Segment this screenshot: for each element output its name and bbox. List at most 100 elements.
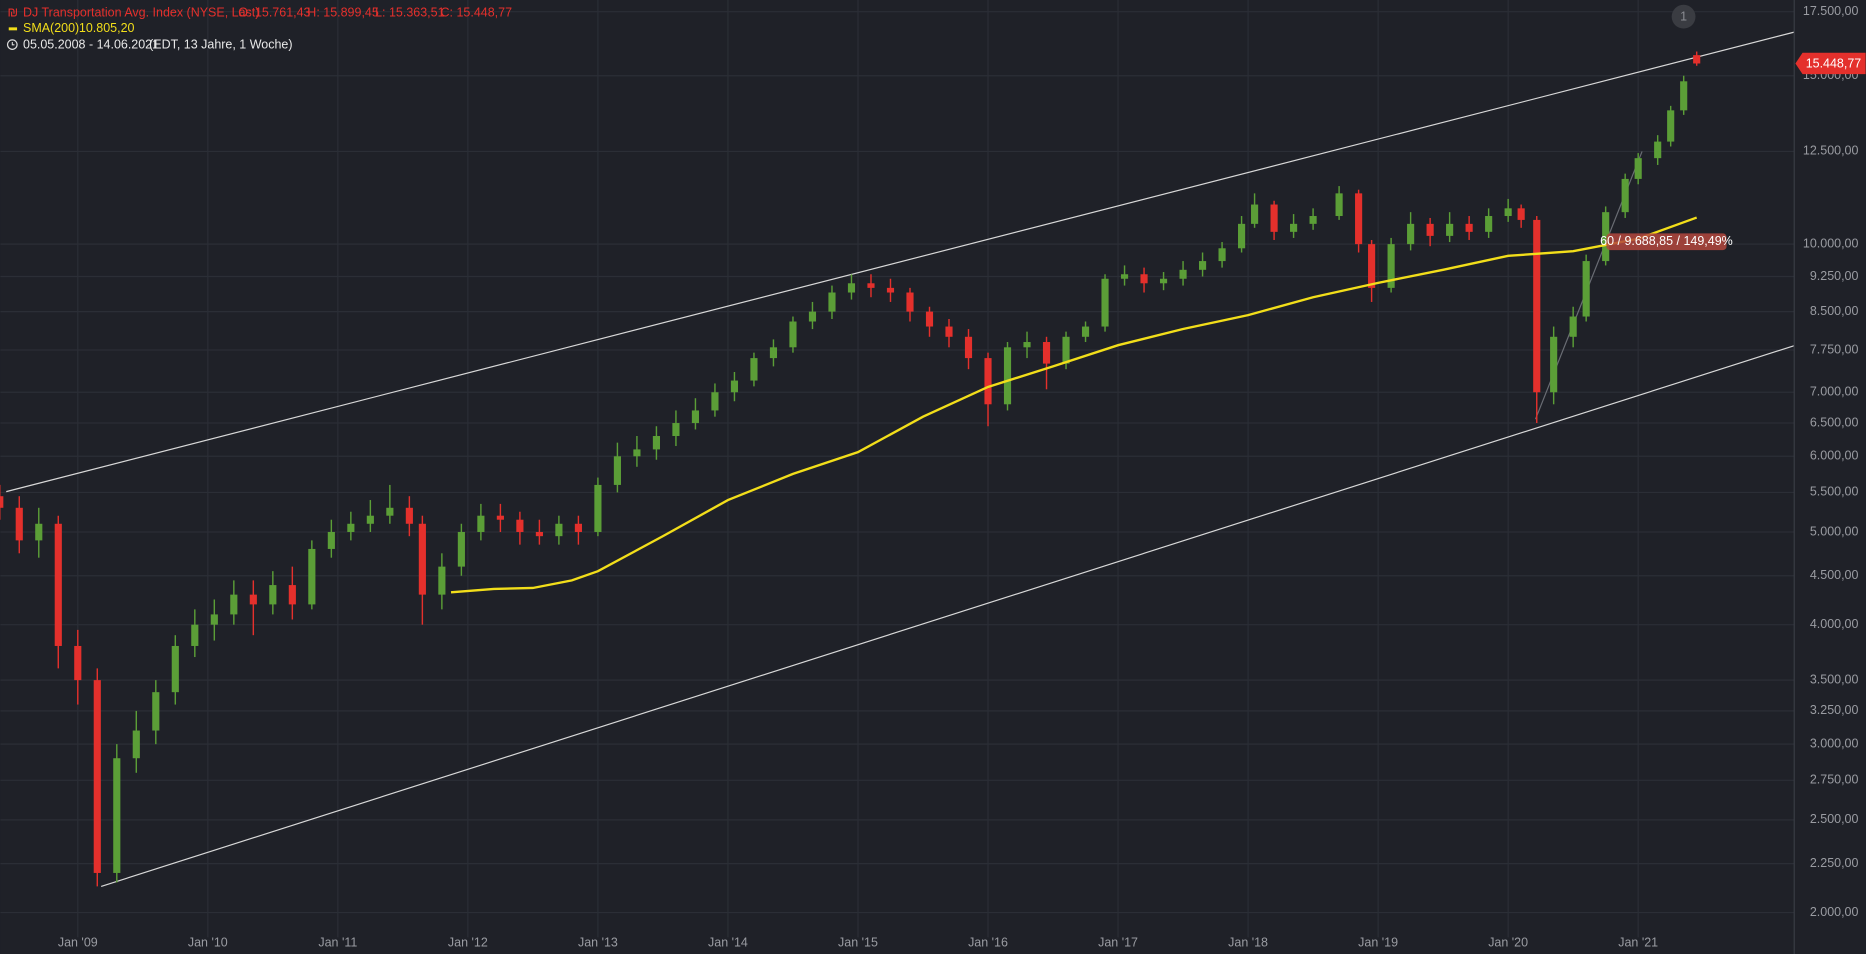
y-tick-label: 6.000,00 [1810, 449, 1859, 463]
candle-body [386, 507, 394, 516]
x-tick-label: Jan '19 [1358, 936, 1398, 950]
candle-body [964, 336, 973, 359]
candle-body [1309, 216, 1317, 224]
candle-body [1159, 278, 1168, 284]
candle-body [1569, 316, 1577, 337]
candle-body [1693, 55, 1701, 64]
candle-body [269, 585, 277, 605]
candle-body [438, 566, 446, 595]
candle-body [1387, 244, 1395, 288]
candle-body [886, 287, 895, 293]
last-price-label: 15.448,77 [1806, 56, 1862, 70]
candle-body [1081, 326, 1090, 337]
trend-line [6, 31, 1795, 493]
x-tick-label: Jan '14 [708, 936, 748, 950]
x-tick-label: Jan '11 [318, 936, 357, 950]
candle-body [1218, 248, 1226, 262]
sma-value: 10.805,20 [79, 21, 135, 35]
candle-body [1407, 223, 1415, 245]
candle-body [35, 523, 43, 541]
candle-body [1485, 216, 1493, 232]
candle-body [54, 523, 62, 646]
grid [0, 0, 1795, 938]
y-tick-label: 7.750,00 [1810, 342, 1859, 356]
candle-body [516, 519, 524, 532]
y-tick-label: 3.500,00 [1810, 672, 1859, 686]
x-tick-label: Jan '18 [1228, 936, 1268, 950]
candle-body [789, 321, 797, 348]
candle-body [1120, 274, 1129, 279]
x-tick-label: Jan '13 [578, 936, 618, 950]
candle-body [906, 292, 914, 312]
candle-body [1368, 244, 1376, 288]
candle-body [418, 523, 426, 595]
plot: 60 / 9.688,85 / 149,49% [0, 31, 1795, 888]
candle-body [113, 758, 121, 873]
x-tick-label: Jan '12 [448, 936, 488, 950]
candle-body [1023, 342, 1031, 348]
candle-body [808, 311, 817, 322]
candle-body [1517, 208, 1525, 220]
candle-body [750, 358, 758, 381]
x-tick-label: Jan '16 [968, 936, 1008, 950]
candle-body [1550, 336, 1558, 393]
legend-label: SMA(200) [23, 21, 79, 35]
badge-text[interactable]: 1 [1680, 10, 1687, 24]
candle-body [1198, 261, 1207, 270]
candle-body [74, 645, 82, 681]
ohlc: O: 15.761,43 [238, 5, 310, 19]
y-tick-label: 5.500,00 [1810, 485, 1859, 499]
axes: 2.000,00 2.250,00 2.500,00 2.750,00 3.000,00… [58, 4, 1866, 950]
candle-body [366, 515, 374, 524]
y-tick-label: 10.000,00 [1803, 236, 1859, 250]
candle-body [230, 594, 238, 615]
candle-body [15, 507, 23, 541]
y-tick-label: 7.000,00 [1810, 385, 1859, 399]
candle-body [652, 436, 660, 450]
y-tick-label: 2.500,00 [1810, 812, 1859, 826]
period-note: (EDT, 13 Jahre, 1 Woche) [149, 37, 292, 51]
candle-body [1270, 204, 1278, 232]
candle-body [1251, 204, 1259, 224]
candle-body [1582, 261, 1590, 317]
candle-body [132, 730, 140, 759]
candle-body [171, 645, 179, 693]
x-tick-label: Jan '09 [58, 936, 98, 950]
y-tick-label: 2.750,00 [1810, 773, 1859, 787]
candle-body [1667, 110, 1675, 142]
candle-body [288, 585, 296, 605]
candle-body [327, 531, 335, 549]
candle-body [1179, 269, 1187, 279]
candle-body [210, 614, 218, 625]
y-tick-label: 17.500,00 [1803, 4, 1859, 18]
candle-body [249, 594, 257, 605]
candle-body [1654, 141, 1662, 159]
measure-label-box [1606, 233, 1727, 251]
candle-body [347, 523, 355, 532]
candle-body [152, 692, 160, 731]
y-tick-label: 3.250,00 [1810, 703, 1859, 717]
badge[interactable] [1671, 4, 1696, 29]
ohlc: C: 15.448,77 [441, 5, 513, 19]
y-tick-label: 12.500,00 [1803, 144, 1859, 158]
y-tick-label: 2.250,00 [1810, 856, 1859, 870]
y-tick-label: 5.000,00 [1810, 524, 1859, 538]
ohlc: L: 15.363,51 [375, 5, 444, 19]
candle-body [1238, 223, 1246, 249]
candle-body [1634, 158, 1642, 179]
y-tick-label: 8.500,00 [1810, 304, 1859, 318]
candle-body [457, 531, 465, 567]
clock-icon [6, 39, 18, 50]
measure-label: 60 / 9.688,85 / 149,49% [1600, 234, 1733, 248]
candle-body [691, 410, 700, 424]
candle-body [1140, 274, 1148, 284]
legend-swatch [8, 27, 18, 31]
candle-body [405, 507, 413, 524]
x-tick-label: Jan '15 [838, 936, 878, 950]
candle-body [574, 523, 582, 532]
clock-hand [11, 41, 15, 46]
y-tick-label: 9.250,00 [1810, 269, 1859, 283]
candle-body [1446, 223, 1454, 236]
candle-body [984, 358, 992, 405]
